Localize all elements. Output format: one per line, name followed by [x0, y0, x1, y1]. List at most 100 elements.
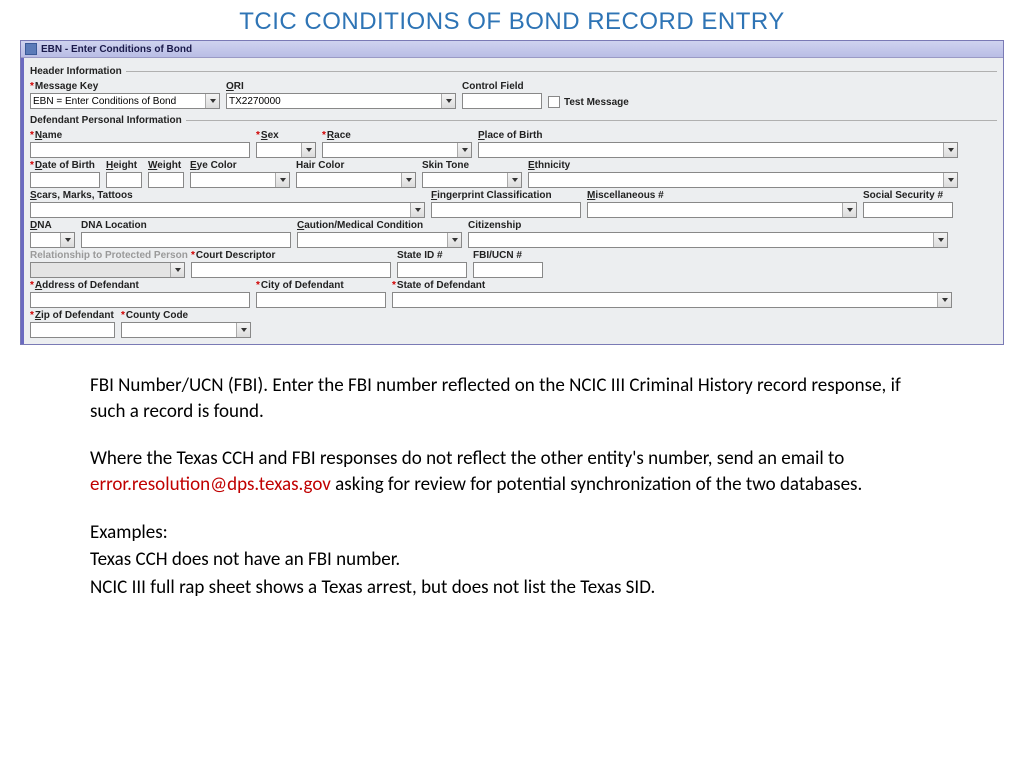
field-zip: *Zip of Defendant	[30, 310, 115, 338]
field-name: *Name	[30, 130, 250, 158]
field-ori: ORI TX2270000	[226, 81, 456, 109]
chevron-down-icon	[943, 173, 957, 187]
field-fingerprint: Fingerprint Classification	[431, 190, 581, 218]
misc-select[interactable]	[587, 202, 857, 218]
chevron-down-icon	[441, 94, 455, 108]
ssn-input[interactable]	[863, 202, 953, 218]
field-court-desc: *Court Descriptor	[191, 250, 391, 278]
label-dna-loc: DNA Location	[81, 220, 291, 231]
defendant-legend: Defendant Personal Information	[30, 115, 186, 126]
label-hair: Hair Color	[296, 160, 416, 171]
label-message-key: *Message Key	[30, 81, 220, 92]
paragraph-ex1: Texas CCH does not have an FBI number.	[90, 547, 934, 573]
message-key-select[interactable]: EBN = Enter Conditions of Bond	[30, 93, 220, 109]
field-scars: Scars, Marks, Tattoos	[30, 190, 425, 218]
paragraph-2: Where the Texas CCH and FBI responses do…	[90, 446, 934, 497]
label-skin: Skin Tone	[422, 160, 522, 171]
field-sex: *Sex	[256, 130, 316, 158]
pob-select[interactable]	[478, 142, 958, 158]
chevron-down-icon	[401, 173, 415, 187]
page-title: TCIC CONDITIONS OF BOND RECORD ENTRY	[0, 0, 1024, 40]
sex-select[interactable]	[256, 142, 316, 158]
chevron-down-icon	[933, 233, 947, 247]
form-body: Header Information *Message Key EBN = En…	[21, 58, 1003, 344]
paragraph-examples: Examples:	[90, 520, 934, 546]
label-fbi-ucn: FBI/UCN #	[473, 250, 543, 261]
label-city: *City of Defendant	[256, 280, 386, 291]
app-window: EBN - Enter Conditions of Bond Header In…	[20, 40, 1004, 345]
header-fieldset: Header Information *Message Key EBN = En…	[30, 66, 997, 109]
label-address: *Address of Defendant	[30, 280, 250, 291]
dna-select[interactable]	[30, 232, 75, 248]
height-input[interactable]	[106, 172, 142, 188]
chevron-down-icon	[275, 173, 289, 187]
race-select[interactable]	[322, 142, 472, 158]
fbi-ucn-input[interactable]	[473, 262, 543, 278]
hair-select[interactable]	[296, 172, 416, 188]
field-race: *Race	[322, 130, 472, 158]
label-zip: *Zip of Defendant	[30, 310, 115, 321]
field-state: *State of Defendant	[392, 280, 952, 308]
ori-select[interactable]: TX2270000	[226, 93, 456, 109]
name-input[interactable]	[30, 142, 250, 158]
ethnicity-select[interactable]	[528, 172, 958, 188]
eye-select[interactable]	[190, 172, 290, 188]
address-input[interactable]	[30, 292, 250, 308]
defendant-fieldset: Defendant Personal Information *Name *Se…	[30, 115, 997, 338]
zip-input[interactable]	[30, 322, 115, 338]
chevron-down-icon	[937, 293, 951, 307]
label-caution: Caution/Medical Condition	[297, 220, 462, 231]
relationship-select	[30, 262, 185, 278]
chevron-down-icon	[447, 233, 461, 247]
fingerprint-input[interactable]	[431, 202, 581, 218]
citizenship-select[interactable]	[468, 232, 948, 248]
field-skin: Skin Tone	[422, 160, 522, 188]
label-ori: ORI	[226, 81, 456, 92]
field-weight: Weight	[148, 160, 184, 188]
scars-select[interactable]	[30, 202, 425, 218]
label-court-desc: *Court Descriptor	[191, 250, 391, 261]
label-relationship: Relationship to Protected Person	[30, 250, 185, 261]
test-message-checkbox[interactable]: Test Message	[548, 95, 629, 109]
label-county: *County Code	[121, 310, 251, 321]
field-caution: Caution/Medical Condition	[297, 220, 462, 248]
paragraph-1: FBI Number/UCN (FBI). Enter the FBI numb…	[90, 373, 934, 424]
dna-loc-input[interactable]	[81, 232, 291, 248]
caution-select[interactable]	[297, 232, 462, 248]
dob-input[interactable]	[30, 172, 100, 188]
header-legend: Header Information	[30, 66, 126, 77]
label-dna: DNA	[30, 220, 75, 231]
chevron-down-icon	[943, 143, 957, 157]
chevron-down-icon	[410, 203, 424, 217]
field-state-id: State ID #	[397, 250, 467, 278]
paragraph-ex2: NCIC III full rap sheet shows a Texas ar…	[90, 575, 934, 601]
court-desc-input[interactable]	[191, 262, 391, 278]
email-link: error.resolution@dps.texas.gov	[90, 473, 331, 496]
chevron-down-icon	[205, 94, 219, 108]
county-select[interactable]	[121, 322, 251, 338]
label-race: *Race	[322, 130, 472, 141]
weight-input[interactable]	[148, 172, 184, 188]
field-dob: *Date of Birth	[30, 160, 100, 188]
label-control-field: Control Field	[462, 81, 542, 92]
city-input[interactable]	[256, 292, 386, 308]
field-height: Height	[106, 160, 142, 188]
state-select[interactable]	[392, 292, 952, 308]
state-id-input[interactable]	[397, 262, 467, 278]
label-pob: Place of Birth	[478, 130, 958, 141]
label-scars: Scars, Marks, Tattoos	[30, 190, 425, 201]
control-field-input[interactable]	[462, 93, 542, 109]
field-citizenship: Citizenship	[468, 220, 948, 248]
chevron-down-icon	[301, 143, 315, 157]
field-fbi-ucn: FBI/UCN #	[473, 250, 543, 278]
field-ethnicity: Ethnicity	[528, 160, 958, 188]
label-state-id: State ID #	[397, 250, 467, 261]
label-ssn: Social Security #	[863, 190, 953, 201]
label-state: *State of Defendant	[392, 280, 952, 291]
field-county: *County Code	[121, 310, 251, 338]
label-test-message: Test Message	[564, 97, 629, 108]
skin-select[interactable]	[422, 172, 522, 188]
window-title: EBN - Enter Conditions of Bond	[41, 44, 192, 55]
label-misc: Miscellaneous #	[587, 190, 857, 201]
chevron-down-icon	[170, 263, 184, 277]
